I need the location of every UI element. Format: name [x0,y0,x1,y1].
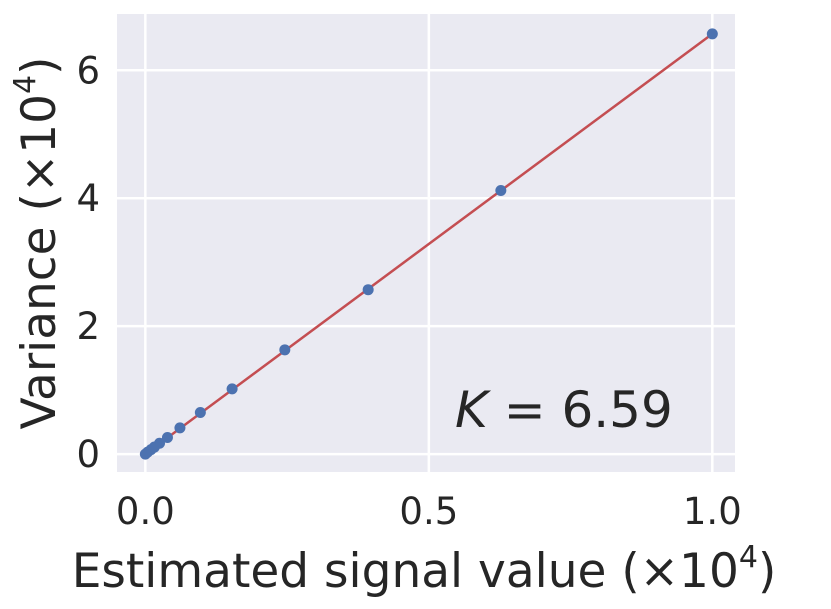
points-layer [139,28,718,460]
y-axis-label-exp: 4 [8,75,43,94]
x-tick-label: 0.5 [399,490,458,533]
data-point [161,431,173,443]
annotation-k-value: = 6.59 [488,381,673,439]
annotation-k-symbol: K [455,381,492,439]
x-axis-label-main: Estimated signal value (×10 [72,544,739,599]
y-axis-label-close: ) [12,57,67,75]
data-point [154,437,166,449]
data-point [706,28,718,40]
x-axis-label-close: ) [758,544,776,599]
data-point [362,284,374,296]
annotation-k: K = 6.59 [455,381,673,439]
x-axis-label-exp: 4 [739,540,758,575]
plot-area [117,14,735,472]
x-axis-label: Estimated signal value (×104) [72,540,777,599]
y-tick-label: 4 [76,177,100,220]
y-tick-labels: 0 2 4 6 [76,49,100,476]
data-point [226,383,238,395]
x-tick-labels: 0.0 0.5 1.0 [116,490,742,533]
fit-line [144,32,714,456]
x-tick-label: 0.0 [116,490,175,533]
y-gridlines [117,69,735,456]
data-point [495,185,507,197]
y-axis-label: Variance (×104) [8,57,67,430]
y-axis-label-main: Variance (×10 [12,94,67,430]
data-point [194,407,206,419]
x-tick-label: 1.0 [683,490,742,533]
y-tick-label: 6 [76,49,100,92]
y-tick-label: 2 [76,305,100,348]
data-point [279,344,291,356]
fit-line-layer [144,32,714,456]
y-tick-label: 0 [76,433,100,476]
data-point [174,422,186,434]
